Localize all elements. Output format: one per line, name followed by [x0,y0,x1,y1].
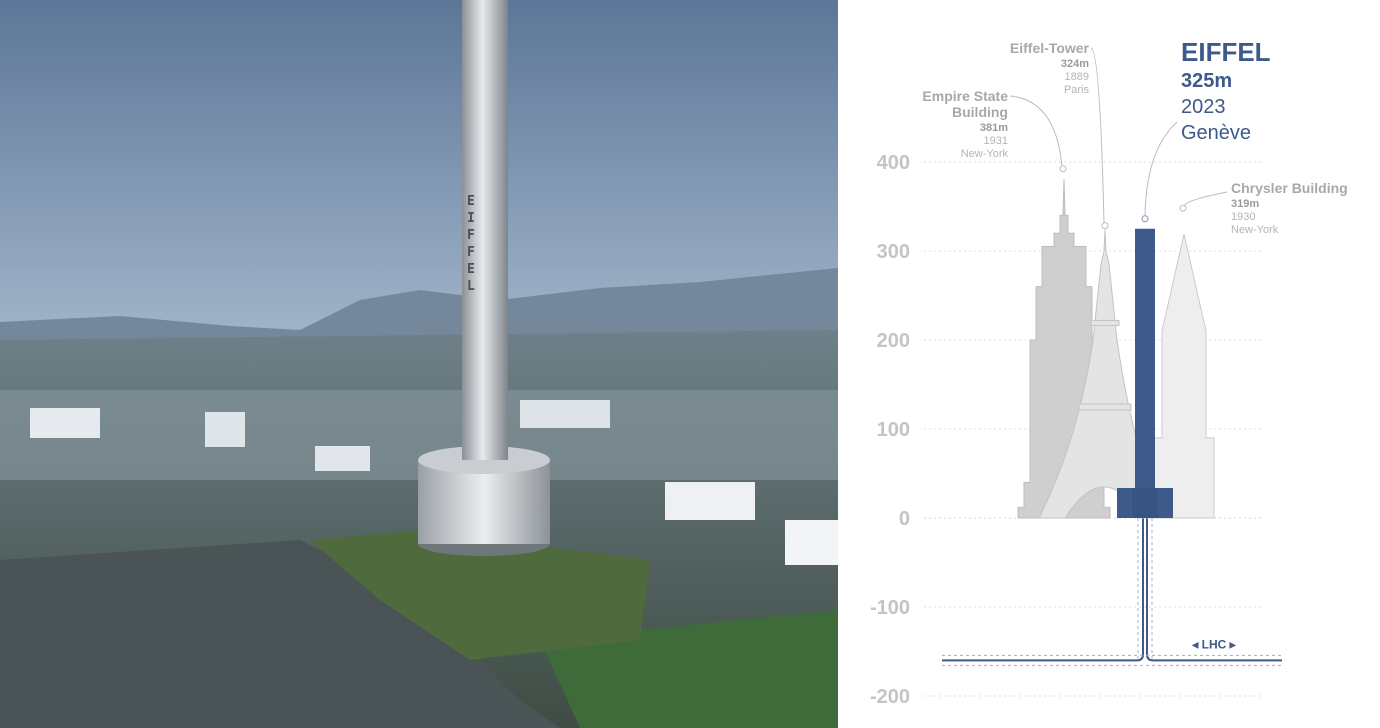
y-tick-label: -200 [870,686,910,708]
building [205,412,245,447]
eiffel-geneve-leader-line [1144,121,1178,217]
y-tick-label: 300 [877,241,910,263]
building [315,446,370,471]
tower-lettering-char: E [467,262,475,277]
building-labels: Empire StateBuilding381m1931New-YorkEiff… [922,37,1347,236]
tower-lettering-char: F [467,228,475,243]
empire-height-label: 381m [980,122,1008,134]
empire-leader-line [1009,95,1063,167]
y-tick-label: 400 [877,152,910,174]
shaft-pipe-right [1146,518,1282,662]
building [520,400,610,428]
y-axis-ticks: 400 300 200 100 0 -100 -200 [870,152,910,708]
eiffel-tower-leader-dot [1101,222,1109,230]
bar-chrysler-building [1153,233,1215,519]
empire-name-line-1: Empire State [922,88,1008,104]
building [30,408,100,438]
eiffel-geneve-year: 2023 [1181,96,1226,118]
empire-city: New-York [961,148,1009,160]
bar-eiffel-tower [1038,229,1162,519]
empire-leader-dot [1059,165,1067,173]
building [785,520,838,565]
eiffel-tower-year: 1889 [1065,71,1089,83]
lawn [310,530,650,660]
empire-year: 1931 [984,135,1008,147]
eiffel-geneve-name: EIFFEL [1181,37,1271,67]
bar-eiffel-geneve [1135,228,1155,518]
tower-lettering-char: L [467,279,475,294]
eiffel-tower-leader-line [1090,47,1105,224]
eiffel-geneve-city: Genève [1181,122,1251,144]
tower-lettering-char: I [467,211,475,226]
shaft-pipe-left [942,518,1144,662]
chrysler-leader-line [1183,191,1228,207]
underground-section: ◂ LHC ▸ [942,518,1282,666]
building-silhouettes [1017,178,1215,519]
chrysler-leader-dot [1179,204,1187,212]
eiffel-tower-second-platform [1090,319,1120,326]
eiffel-geneve-base [1117,488,1173,518]
eiffel-geneve-leader-dot [1141,215,1149,223]
lhc-label: ◂ LHC ▸ [1191,637,1236,651]
chart-svg: 400 300 200 100 0 -100 -200 ◂ LHC ▸ Empire Sta… [870,37,1348,708]
tower-lettering-char: E [467,194,475,209]
tower-lettering: EIFFEL [467,194,475,294]
height-comparison-chart: 400 300 200 100 0 -100 -200 ◂ LHC ▸ Empire Sta… [838,0,1380,728]
eiffel-tower-name: Eiffel-Tower [1010,40,1090,56]
empire-name-line-2: Building [952,104,1008,120]
chrysler-year: 1930 [1231,211,1255,223]
y-tick-label: -100 [870,597,910,619]
y-tick-label: 200 [877,330,910,352]
tower-lettering-char: F [467,245,475,260]
tower-shaft [462,0,508,460]
chrysler-height-label: 319m [1231,198,1259,210]
chrysler-name: Chrysler Building [1231,180,1348,196]
eiffel-tower-height-label: 324m [1061,58,1089,70]
y-tick-label: 100 [877,419,910,441]
eiffel-tower-first-platform [1078,403,1132,411]
chrysler-city: New-York [1231,224,1279,236]
eiffel-geneve-height-label: 325m [1181,70,1232,92]
building [665,482,755,520]
y-tick-label: 0 [899,508,910,530]
aerial-photo-illustration: EIFFEL [0,0,838,728]
eiffel-geneve-base-detail [1132,488,1158,518]
eiffel-tower-city: Paris [1064,84,1090,96]
parking-lot [0,540,560,728]
